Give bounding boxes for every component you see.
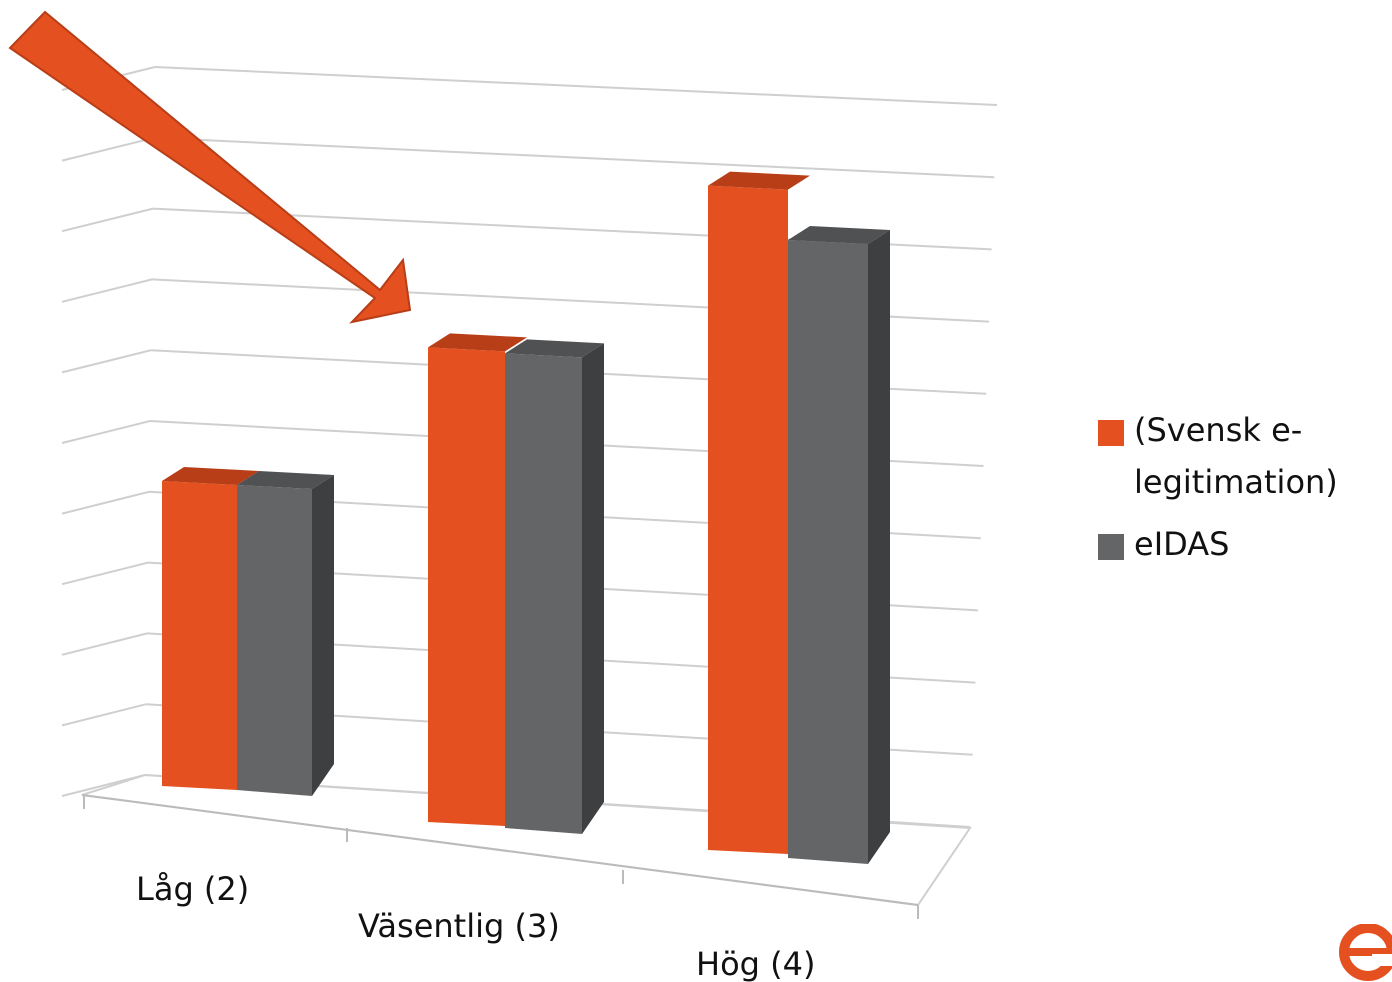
grid-line-left: [61, 703, 147, 727]
legend-item-eidas: eIDAS: [1098, 518, 1392, 570]
legend-swatch-svensk: [1098, 420, 1124, 446]
grid-line-left: [61, 278, 153, 303]
grid-line-left: [61, 349, 152, 374]
bar-eidas-top: [788, 226, 890, 244]
legend-item-svensk: (Svensk e-legitimation): [1098, 404, 1392, 508]
bar-svensk-top: [162, 467, 259, 485]
grid-line-back: [153, 136, 995, 179]
bar-eidas-side: [582, 343, 604, 834]
category-label: Hög (4): [696, 945, 815, 982]
category-label: Låg (2): [136, 870, 249, 908]
bar-svensk-top: [428, 333, 527, 352]
grid-line-left: [61, 207, 154, 233]
bar-svensk: [428, 347, 505, 826]
bar-eidas-top: [505, 339, 604, 358]
e-legitimation-logo-icon: [1328, 924, 1392, 982]
grid-line-left: [61, 136, 155, 162]
bar-eidas-side: [868, 230, 890, 864]
chart-floor: [81, 773, 972, 919]
x-axis-line: [81, 794, 919, 906]
legend-label-eidas: eIDAS: [1134, 525, 1230, 563]
grid-line-left: [61, 561, 149, 586]
category-labels: Låg (2) Väsentlig (3) Hög (4): [136, 870, 815, 982]
grid-line-left: [61, 490, 150, 515]
category-label: Väsentlig (3): [358, 907, 560, 945]
grid-line-left: [61, 420, 151, 444]
bar-svensk-top: [708, 171, 810, 190]
grid-line-left: [61, 632, 148, 656]
bar-eidas-top: [237, 471, 334, 489]
bar-svensk: [708, 185, 788, 854]
legend-label-svensk: (Svensk e-legitimation): [1134, 411, 1338, 501]
arrow-shape: [8, 10, 412, 324]
legend: (Svensk e-legitimation) eIDAS: [1098, 404, 1392, 580]
grid-line-back: [154, 66, 998, 106]
bar-eidas: [237, 485, 312, 796]
bar-eidas-side: [312, 475, 334, 796]
bars: [162, 171, 890, 864]
legend-swatch-eidas: [1098, 534, 1124, 560]
bar-eidas: [505, 353, 582, 834]
annotation-arrow: [8, 10, 412, 324]
bar-eidas: [788, 240, 868, 864]
bar-svensk: [162, 481, 237, 790]
